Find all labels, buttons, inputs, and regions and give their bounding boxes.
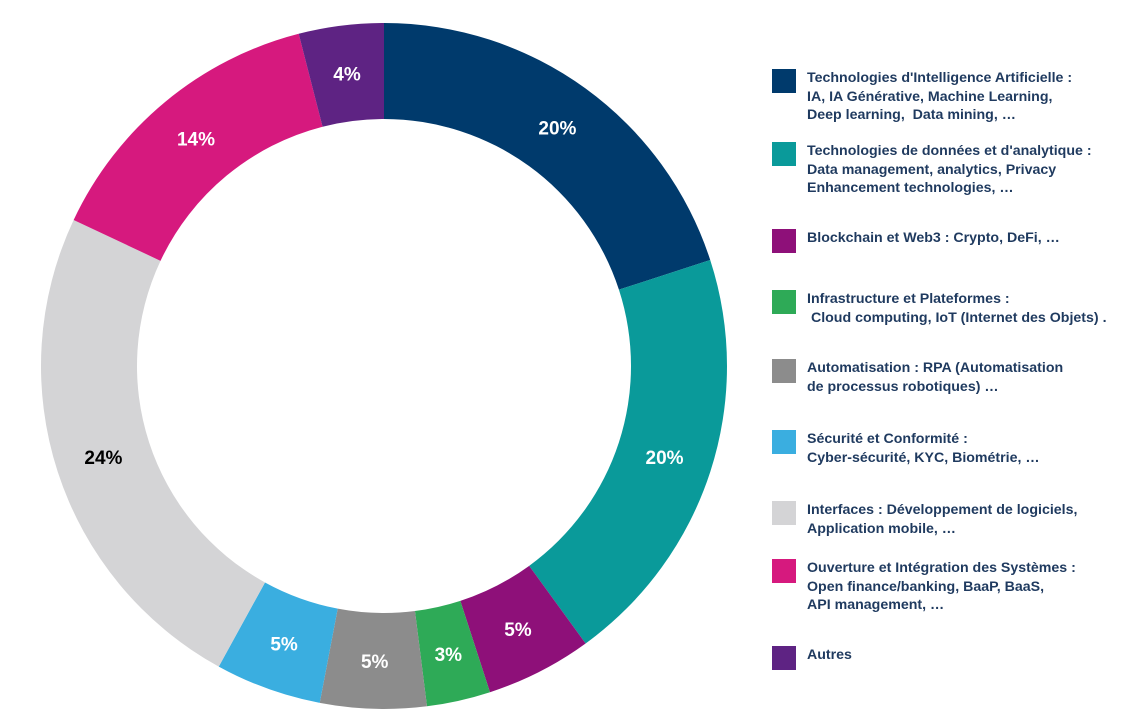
- legend-line: Blockchain et Web3 : Crypto, DeFi, …: [807, 230, 1060, 246]
- legend-line: Open finance/banking, BaaP, BaaS,: [807, 578, 1045, 595]
- legend-swatch-2: [772, 142, 796, 166]
- slice-label-8: 14%: [177, 130, 215, 151]
- slice-label-9: 4%: [333, 64, 361, 85]
- legend-item-4: Infrastructure et Plateformes : Cloud co…: [772, 290, 1140, 327]
- slice-label-5: 5%: [361, 652, 389, 673]
- legend-line: Application mobile, …: [807, 520, 956, 537]
- legend-line: Cyber-sécurité, KYC, Biométrie, …: [807, 449, 1040, 466]
- legend-item-6: Sécurité et Conformité : Cyber-sécurité, …: [772, 430, 1140, 467]
- legend-item-2: Technologies de données et d'analytique …: [772, 142, 1140, 198]
- legend-swatch-4: [772, 290, 796, 314]
- slice-label-2: 20%: [646, 448, 684, 469]
- legend-swatch-5: [772, 359, 796, 383]
- legend-label-4: Infrastructure et Plateformes : Cloud co…: [807, 290, 1107, 327]
- legend-item-9: Autres: [772, 646, 1140, 670]
- legend-label-5: Automatisation : RPA (Automatisation de p…: [807, 359, 1063, 396]
- legend-item-5: Automatisation : RPA (Automatisation de p…: [772, 359, 1140, 396]
- donut-slice-5: [319, 608, 427, 709]
- legend-line: de processus robotiques) …: [807, 378, 999, 395]
- legend-line: Sécurité et Conformité :: [807, 431, 968, 447]
- legend-line: IA, IA Générative, Machine Learning,: [807, 88, 1053, 105]
- donut-slice-4: [414, 600, 490, 707]
- legend-swatch-6: [772, 430, 796, 454]
- legend-label-9: Autres: [807, 646, 852, 665]
- legend-line: Data management, analytics, Privacy: [807, 161, 1057, 178]
- legend-line: Deep learning, Data mining, …: [807, 107, 1016, 123]
- slice-label-4: 3%: [435, 645, 463, 666]
- donut-slice-3: [460, 565, 586, 693]
- legend-label-1: Technologies d'Intelligence Artificielle…: [807, 69, 1072, 125]
- legend-swatch-7: [772, 501, 796, 525]
- donut-slice-1: [384, 23, 711, 290]
- legend-swatch-3: [772, 229, 796, 253]
- slice-label-6: 5%: [270, 635, 298, 656]
- legend-item-7: Interfaces : Développement de logiciels,…: [772, 501, 1140, 538]
- donut-slice-9: [298, 23, 384, 127]
- slice-label-7: 24%: [84, 448, 122, 469]
- legend-line: Technologies d'Intelligence Artificielle…: [807, 70, 1073, 86]
- legend-line: Infrastructure et Plateformes :: [807, 291, 1010, 307]
- legend-item-8: Ouverture et Intégration des Systèmes : O…: [772, 559, 1140, 615]
- legend-item-3: Blockchain et Web3 : Crypto, DeFi, …: [772, 229, 1140, 253]
- slice-label-3: 5%: [504, 620, 532, 641]
- legend-line: Automatisation : RPA (Automatisation: [807, 360, 1064, 376]
- donut-slice-6: [218, 582, 338, 703]
- donut-slice-8: [73, 33, 323, 261]
- legend-label-8: Ouverture et Intégration des Systèmes : O…: [807, 559, 1076, 615]
- slice-label-1: 20%: [538, 118, 576, 139]
- legend-line: Ouverture et Intégration des Systèmes :: [807, 560, 1076, 576]
- legend-swatch-9: [772, 646, 796, 670]
- legend-item-1: Technologies d'Intelligence Artificielle…: [772, 69, 1140, 125]
- donut-chart: 20% 20% 5% 3% 5% 5% 24% 14% 4%: [40, 23, 728, 709]
- legend-line: Enhancement technologies, …: [807, 180, 1014, 196]
- legend-line: Interfaces : Développement de logiciels,: [807, 502, 1078, 518]
- legend-line: Technologies de données et d'analytique …: [807, 143, 1092, 159]
- legend-swatch-1: [772, 69, 796, 93]
- legend-label-3: Blockchain et Web3 : Crypto, DeFi, …: [807, 229, 1060, 248]
- legend-label-2: Technologies de données et d'analytique …: [807, 142, 1092, 198]
- donut-slice-7: [40, 219, 266, 667]
- legend-label-7: Interfaces : Développement de logiciels,…: [807, 501, 1077, 538]
- donut-slice-2: [529, 260, 728, 644]
- legend-line: Autres: [807, 647, 852, 663]
- donut-svg: 20% 20% 5% 3% 5% 5% 24% 14% 4%: [40, 23, 728, 709]
- legend-label-6: Sécurité et Conformité : Cyber-sécurité, …: [807, 430, 1040, 467]
- chart-legend: Technologies d'Intelligence Artificielle…: [772, 0, 1142, 725]
- legend-line: API management, …: [807, 597, 945, 613]
- legend-swatch-8: [772, 559, 796, 583]
- legend-line: Cloud computing, IoT (Internet des Objet…: [807, 309, 1107, 326]
